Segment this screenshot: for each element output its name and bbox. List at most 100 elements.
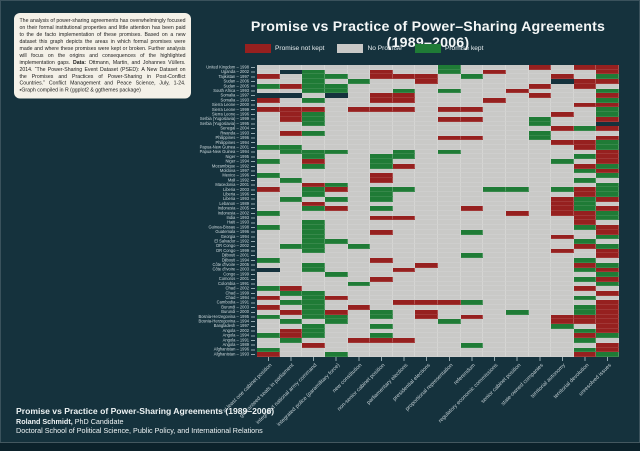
heatmap-cell	[302, 286, 325, 292]
y-axis-label: Niger – 1994	[225, 159, 249, 164]
heatmap-cell	[483, 97, 506, 103]
heatmap-cell	[551, 305, 574, 310]
heatmap-cell	[573, 314, 597, 320]
heatmap-cell	[573, 286, 597, 292]
y-axis-label: Liberia – 1996	[223, 191, 249, 197]
heatmap-cell	[551, 65, 574, 70]
heatmap-cell	[347, 314, 371, 320]
heatmap-cell	[438, 319, 461, 325]
y-axis-label: Côte d'Ivoire – 2005	[212, 262, 249, 268]
heatmap-cell	[596, 102, 619, 108]
y-axis-label: Liberia – 2003	[223, 187, 249, 192]
heatmap-cell	[483, 248, 506, 254]
heatmap-cell	[392, 112, 416, 117]
heatmap-cell	[257, 97, 280, 103]
heatmap-cell	[460, 65, 484, 70]
heatmap-cell	[347, 262, 371, 268]
heatmap-cell	[483, 286, 506, 292]
heatmap-cell	[392, 314, 416, 320]
heatmap-cell	[415, 253, 438, 259]
heatmap-cell	[438, 154, 461, 160]
heatmap-cell	[460, 97, 484, 103]
heatmap-cell	[347, 116, 371, 122]
heatmap-cell	[392, 173, 416, 179]
heatmap-cell	[324, 309, 348, 315]
heatmap-cell	[438, 182, 461, 188]
heatmap-cell	[528, 281, 552, 287]
heatmap-cell	[415, 168, 438, 174]
heatmap-cell	[279, 178, 303, 183]
heatmap-cell	[551, 192, 574, 197]
heatmap-cell	[460, 74, 484, 80]
heatmap-cell	[573, 121, 597, 127]
heatmap-cell	[324, 69, 348, 75]
heatmap-cell	[528, 215, 552, 221]
heatmap-cell	[528, 328, 552, 334]
heatmap-cell	[257, 305, 280, 310]
heatmap-cell	[392, 253, 416, 259]
heatmap-cell	[302, 309, 325, 315]
heatmap-cell	[483, 102, 506, 108]
heatmap-cell	[596, 149, 619, 155]
heatmap-cell	[392, 215, 416, 221]
heatmap-cell	[392, 159, 416, 164]
heatmap-cell	[370, 328, 393, 334]
heatmap-grid	[257, 65, 619, 357]
heatmap-cell	[302, 140, 325, 146]
heatmap-cell	[438, 229, 461, 235]
heatmap-cell	[551, 267, 574, 273]
heatmap-cell	[392, 262, 416, 268]
heatmap-cell	[505, 248, 529, 254]
heatmap-cell	[370, 154, 393, 160]
heatmap-cell	[573, 309, 597, 315]
heatmap-cell	[279, 286, 303, 292]
heatmap-cell	[596, 267, 619, 273]
heatmap-cell	[438, 248, 461, 254]
heatmap-cell	[528, 187, 552, 193]
heatmap-cell	[573, 192, 597, 197]
heatmap-cell	[415, 210, 438, 216]
heatmap-cell	[596, 187, 619, 193]
heatmap-cell	[483, 262, 506, 268]
heatmap-cell	[302, 342, 325, 348]
y-axis-label: Burundi – 2003	[221, 304, 249, 310]
heatmap-cell	[392, 69, 416, 75]
heatmap-cell	[392, 154, 416, 160]
heatmap-cell	[415, 149, 438, 155]
heatmap-cell	[573, 88, 597, 94]
heatmap-cell	[302, 178, 325, 183]
heatmap-cell	[528, 347, 552, 353]
heatmap-cell	[347, 239, 371, 244]
heatmap-cell	[438, 286, 461, 292]
heatmap-cell	[279, 149, 303, 155]
heatmap-cell	[392, 267, 416, 273]
heatmap-cell	[347, 173, 371, 179]
heatmap-cell	[392, 225, 416, 230]
heatmap-cell	[551, 291, 574, 296]
heatmap-cell	[573, 305, 597, 310]
heatmap-cell	[596, 305, 619, 310]
heatmap-cell	[302, 314, 325, 320]
heatmap-cell	[483, 121, 506, 127]
heatmap-cell	[505, 178, 529, 183]
heatmap-cell	[460, 83, 484, 89]
heatmap-cell	[505, 333, 529, 339]
heatmap-cell	[347, 220, 371, 226]
x-axis-labels: at least one cabinet position guaranteed …	[221, 362, 619, 432]
y-axis-label: Bosnia-Herzegovina – 1994	[198, 318, 249, 324]
heatmap-cell	[415, 74, 438, 80]
heatmap-cell	[460, 342, 484, 348]
heatmap-cell	[460, 286, 484, 292]
heatmap-cell	[347, 324, 371, 329]
heatmap-cell	[505, 300, 529, 306]
heatmap-cell	[279, 65, 303, 70]
heatmap-cell	[279, 229, 303, 235]
y-axis-label: Congo – 1999	[223, 271, 249, 277]
heatmap-cell	[438, 328, 461, 334]
y-axis-label: Serbia (Yugoslavia) – 1995	[199, 121, 249, 126]
heatmap-cell	[415, 178, 438, 183]
heatmap-cell	[392, 309, 416, 315]
heatmap-cell	[347, 192, 371, 197]
y-axis-label: Guatemala – 1996	[215, 229, 249, 235]
heatmap-cell	[596, 239, 619, 244]
